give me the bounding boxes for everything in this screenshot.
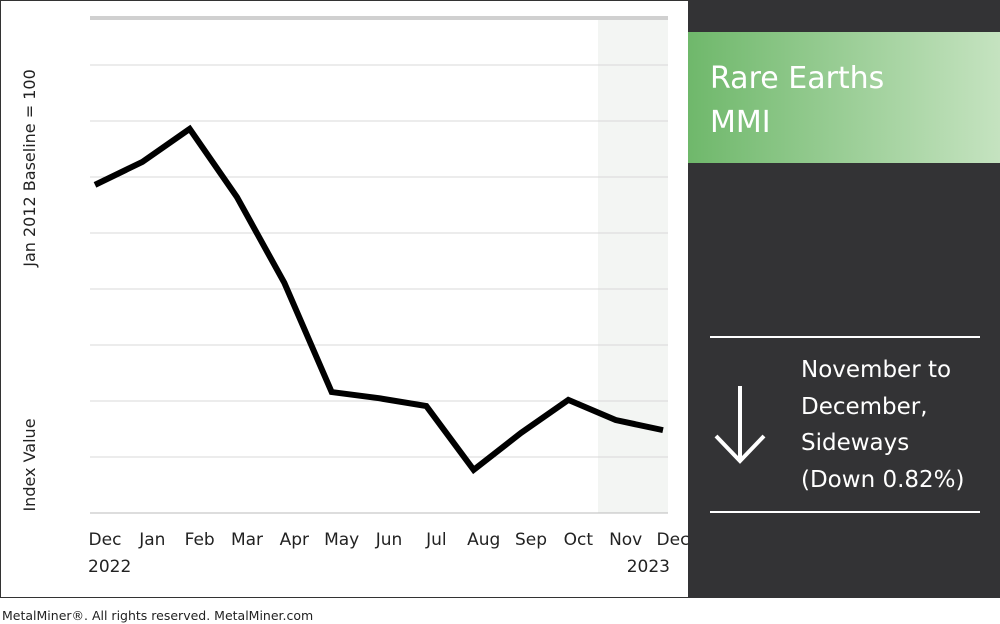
x-tick-label: Dec <box>657 530 690 550</box>
x-tick-label: Mar <box>231 530 263 550</box>
footer: MetalMiner®. All rights reserved. MetalM… <box>2 608 313 623</box>
x-tick-label: Jan <box>138 530 165 550</box>
x-tick-label: Aug <box>467 530 500 550</box>
x-tick-label: Oct <box>564 530 594 550</box>
y-axis-label: Jan 2012 Baseline = 100 <box>20 69 39 268</box>
x-tick-label: Nov <box>609 530 642 550</box>
y-axis-label: Index Value <box>20 418 39 511</box>
x-tick-label: Apr <box>280 530 309 550</box>
x-year-label: 2023 <box>627 557 670 577</box>
highlight <box>598 18 668 513</box>
down-arrow <box>714 386 766 464</box>
x-tick-label: Jun <box>375 530 403 550</box>
title-box <box>688 32 1000 163</box>
line <box>93 124 664 475</box>
x-tick-label: Dec <box>89 530 122 550</box>
summary: November to December, Sideways (Down 0.8… <box>801 357 965 493</box>
x-tick-label: Sep <box>515 530 547 550</box>
x-tick-label: Feb <box>185 530 215 550</box>
x-year-label: 2022 <box>88 557 131 577</box>
x-tick-label: Jul <box>425 530 447 550</box>
x-tick-label: May <box>324 530 359 550</box>
chart-title: Rare Earths MMI <box>710 61 894 140</box>
